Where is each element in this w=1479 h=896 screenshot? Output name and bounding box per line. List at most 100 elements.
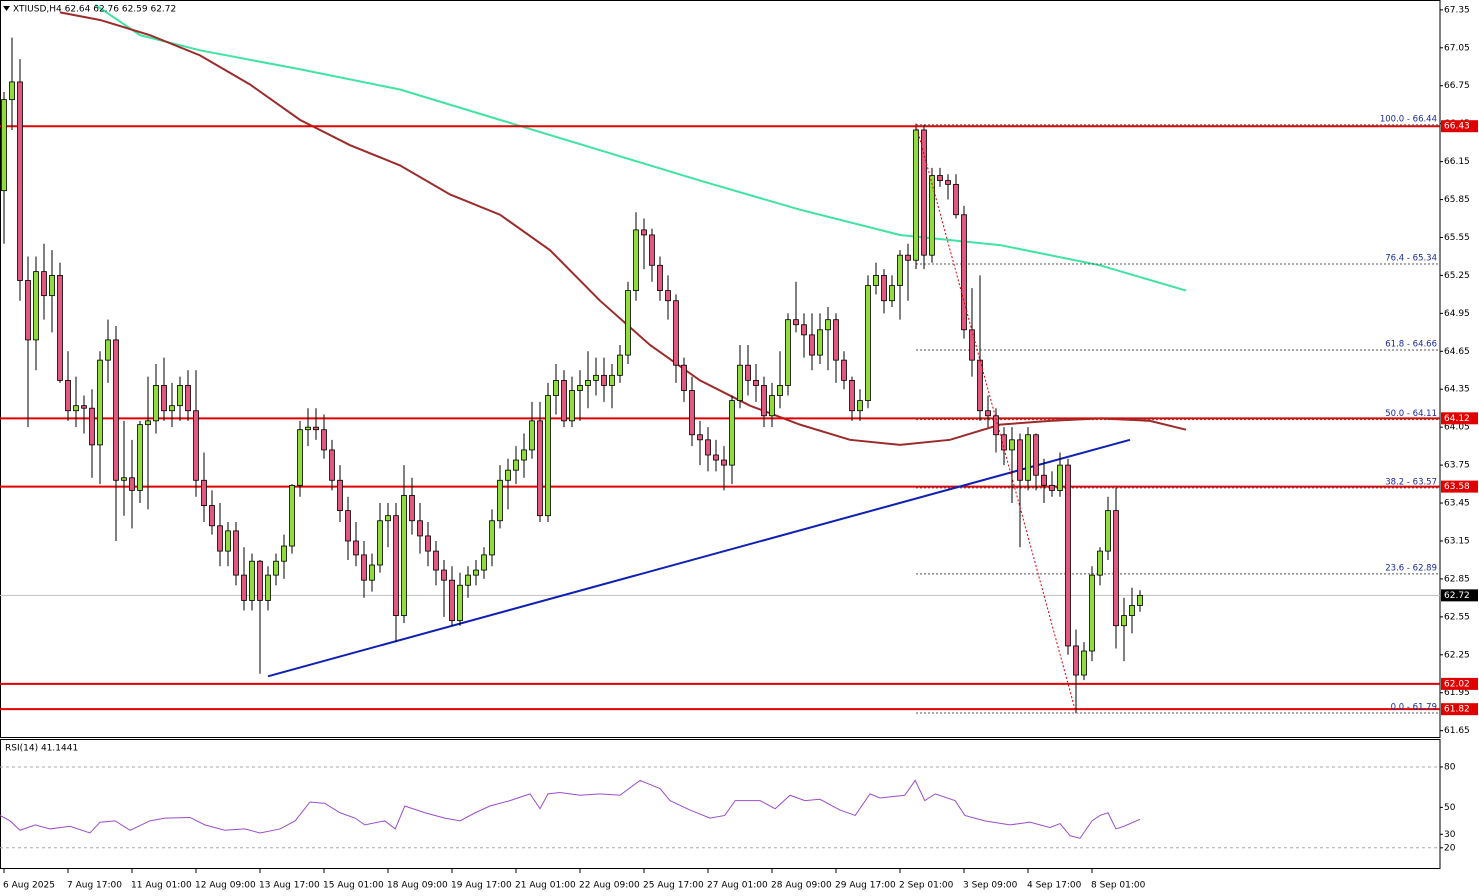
candle-body [513, 459, 519, 471]
candle-body [249, 560, 255, 601]
candle-body [65, 379, 71, 412]
candle-body [537, 420, 543, 517]
x-tick-label: 18 Aug 09:00 [387, 881, 448, 891]
candle-body [1017, 439, 1023, 481]
candle-body [929, 175, 935, 256]
candle-body [585, 379, 591, 386]
candle-body [401, 495, 407, 616]
level-price-label: 61.82 [1444, 705, 1470, 715]
candle-body [697, 434, 703, 441]
candle-body [161, 385, 167, 412]
x-tick-label: 28 Aug 09:00 [771, 881, 832, 891]
rsi-line [0, 779, 1141, 839]
fib-label: 23.6 - 62.89 [1385, 563, 1437, 573]
rsi-panel [0, 766, 1440, 849]
y-tick-label: 67.35 [1444, 5, 1470, 15]
candle-body [217, 525, 223, 552]
level-price-box [1441, 412, 1478, 425]
candle-body [1057, 464, 1063, 491]
candle-body [369, 564, 375, 581]
x-tick-label: 11 Aug 01:00 [131, 881, 192, 891]
candle-body [905, 254, 911, 261]
y-tick-label: 65.25 [1444, 271, 1470, 281]
y-tick-label: 66.75 [1444, 81, 1470, 91]
candle-body [769, 395, 775, 417]
fib-label: 61.8 - 64.66 [1385, 340, 1437, 350]
candle-body [569, 390, 575, 422]
level-price-label: 66.43 [1444, 122, 1470, 132]
candle-body [193, 410, 199, 481]
candle-body [729, 400, 735, 466]
candle-body [377, 520, 383, 566]
candle-body [1041, 474, 1047, 486]
candle-body [361, 554, 367, 581]
candle-body [33, 271, 39, 341]
fib-label: 0.0 - 61.79 [1391, 702, 1437, 712]
candle-body [89, 407, 95, 446]
candle-body [105, 339, 111, 361]
y-tick-label: 64.35 [1444, 385, 1470, 395]
symbol-icon [3, 6, 10, 11]
level-price-label: 63.58 [1444, 482, 1470, 492]
y-tick-label: 61.65 [1444, 726, 1470, 736]
y-tick-label: 63.75 [1444, 461, 1470, 471]
candle-body [321, 429, 327, 451]
candle-body [577, 385, 583, 391]
candle-body [529, 420, 535, 451]
candle-body [25, 280, 31, 341]
fib-label: 38.2 - 63.57 [1385, 477, 1437, 487]
candle-body [265, 574, 271, 601]
y-tick-label: 64.65 [1444, 347, 1470, 357]
y-tick-label: 50 [1444, 803, 1456, 813]
candle-body [169, 405, 175, 412]
candle-body [1049, 484, 1055, 491]
trendline [267, 438, 1131, 678]
candle-body [985, 410, 991, 417]
x-tick-label: 2 Sep 01:00 [899, 881, 954, 891]
candle-body [625, 290, 631, 356]
candle-body [1137, 594, 1143, 606]
x-tick-label: 25 Aug 17:00 [643, 881, 704, 891]
y-tick-label: 64.05 [1444, 423, 1470, 433]
candle-body [1129, 605, 1135, 616]
level-price-box [1441, 120, 1478, 133]
x-tick-label: 27 Aug 01:00 [707, 881, 768, 891]
candle-body [81, 405, 87, 409]
candle-body [953, 183, 959, 216]
candle-body [961, 214, 967, 331]
candle-body [881, 275, 887, 302]
candle-body [145, 420, 151, 426]
y-tick-label: 30 [1444, 830, 1456, 840]
x-tick-label: 29 Aug 17:00 [835, 881, 896, 891]
fib-label: 100.0 - 66.44 [1380, 114, 1437, 124]
candle-body [481, 554, 487, 571]
candle-body [1065, 464, 1071, 647]
candle-body [641, 229, 647, 236]
candle-body [297, 429, 303, 486]
candle-body [673, 300, 679, 366]
candle-body [785, 319, 791, 386]
candle-body [1097, 550, 1103, 576]
candle-body [937, 175, 943, 181]
y-tick-label: 65.85 [1444, 195, 1470, 205]
candle-body [473, 569, 479, 576]
candle-body [761, 385, 767, 417]
x-tick-label: 15 Aug 01:00 [323, 881, 384, 891]
last-price-box [1441, 589, 1478, 602]
x-tick-label: 12 Aug 09:00 [195, 881, 256, 891]
candle-body [441, 569, 447, 581]
x-tick-label: 21 Aug 01:00 [515, 881, 576, 891]
candle-body [1121, 615, 1127, 627]
candle-body [425, 535, 431, 552]
candle-body [657, 264, 663, 291]
candle-body [1009, 439, 1015, 451]
candle-body [465, 574, 471, 586]
price-panel: 100.0 - 66.44 76.4 - 65.34 61.8 - 64.66 50.… [0, 3, 1440, 714]
candle-body [9, 81, 15, 101]
rsi-frame [0, 739, 1441, 869]
candle-body [417, 520, 423, 537]
candle-body [897, 254, 903, 286]
candle-body [993, 415, 999, 436]
